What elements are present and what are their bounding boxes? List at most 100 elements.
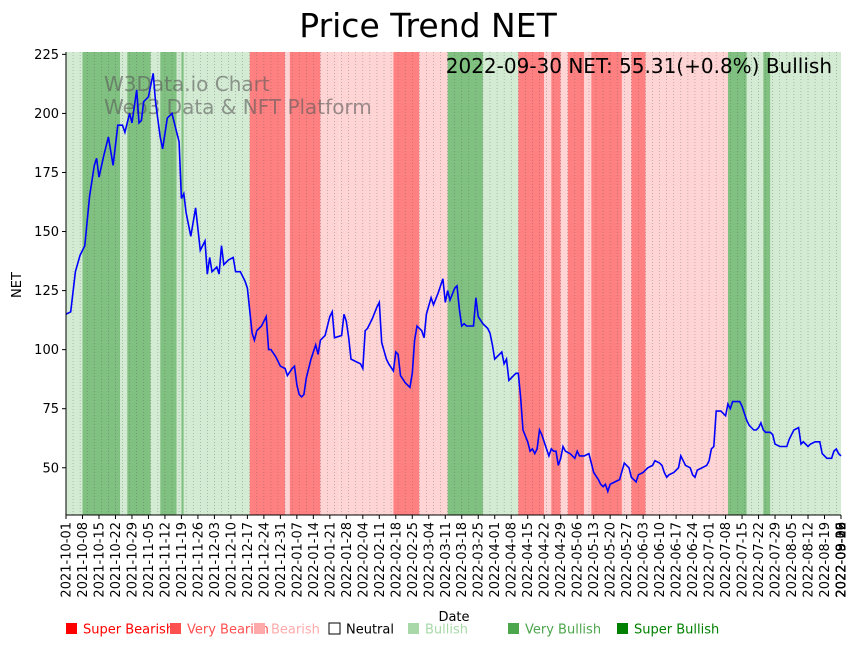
band-bearish bbox=[584, 52, 592, 515]
x-tick-label: 2022-07-01 bbox=[703, 522, 718, 598]
x-tick-label: 2022-02-25 bbox=[406, 522, 421, 598]
watermark-line: Web3 Data & NFT Platform bbox=[104, 95, 372, 119]
x-tick-label: 2021-10-29 bbox=[125, 522, 140, 598]
legend-swatch bbox=[508, 623, 519, 634]
watermark-line: W3Data.io Chart bbox=[104, 72, 270, 96]
x-tick-label: 2022-09-30 bbox=[835, 522, 850, 598]
y-tick-label: 125 bbox=[34, 284, 59, 299]
x-tick-label: 2022-06-24 bbox=[686, 522, 701, 598]
legend-label: Very Bearish bbox=[187, 623, 269, 638]
x-tick-label: 2022-02-11 bbox=[373, 522, 388, 598]
legend-swatch bbox=[328, 622, 341, 635]
x-tick-label: 2022-01-07 bbox=[290, 522, 305, 598]
y-tick-label: 100 bbox=[34, 343, 59, 358]
legend-swatch bbox=[254, 623, 265, 634]
x-tick-label: 2022-05-20 bbox=[604, 522, 619, 598]
band-bearish bbox=[544, 52, 552, 515]
x-tick-label: 2022-01-21 bbox=[323, 522, 338, 598]
x-axis-ticks: 2021-10-01 2021-10-08 2021-10-15 2021-10-22… bbox=[60, 515, 850, 598]
band-very-bearish bbox=[289, 52, 321, 515]
axes bbox=[65, 52, 841, 516]
y-tick-label: 75 bbox=[42, 402, 59, 417]
x-tick-label: 2022-08-12 bbox=[802, 522, 817, 598]
band-bullish bbox=[770, 52, 841, 515]
x-tick-label: 2022-09-09 bbox=[835, 522, 850, 598]
chart-title: Price Trend NET bbox=[299, 6, 557, 45]
band-bearish bbox=[621, 52, 632, 515]
x-tick-label: 2022-06-17 bbox=[670, 522, 685, 598]
x-tick-label: 2022-07-29 bbox=[769, 522, 784, 598]
x-tick-label: 2022-04-15 bbox=[521, 522, 536, 598]
band-very-bearish bbox=[567, 52, 585, 515]
x-tick-label: 2021-10-08 bbox=[76, 522, 91, 598]
legend-swatch bbox=[617, 623, 628, 634]
band-very-bearish bbox=[518, 52, 545, 515]
x-tick-label: 2022-03-04 bbox=[422, 522, 437, 598]
y-tick-label: 225 bbox=[34, 48, 59, 63]
band-very-bullish bbox=[127, 52, 151, 515]
band-very-bullish bbox=[447, 52, 483, 515]
x-tick-label: 2022-04-29 bbox=[554, 522, 569, 598]
legend-label: Very Bullish bbox=[525, 623, 601, 638]
band-bearish bbox=[320, 52, 340, 515]
x-tick-label: 2022-04-08 bbox=[505, 522, 520, 598]
x-tick-label: 2021-10-01 bbox=[60, 522, 75, 598]
legend-label: Bearish bbox=[271, 623, 320, 638]
y-axis-label: NET bbox=[10, 272, 25, 298]
x-tick-label: 2022-05-13 bbox=[587, 522, 602, 598]
band-very-bullish bbox=[181, 52, 184, 515]
y-axis-ticks: 50 75 100 125 150 175 200 225 bbox=[34, 48, 66, 476]
x-tick-label: 2022-02-04 bbox=[356, 522, 371, 598]
x-tick-label: 2021-12-24 bbox=[257, 522, 272, 598]
x-tick-label: 2022-06-03 bbox=[637, 522, 652, 598]
x-tick-label: 2022-09-16 bbox=[835, 522, 850, 598]
x-tick-label: 2022-09-23 bbox=[835, 522, 850, 598]
legend-label: Bullish bbox=[425, 623, 468, 638]
x-tick-label: 2022-04-22 bbox=[538, 522, 553, 598]
band-bullish bbox=[183, 52, 250, 515]
x-tick-label: 2022-01-14 bbox=[307, 522, 322, 598]
x-tick-label: 2021-12-03 bbox=[208, 522, 223, 598]
chart-annotation: 2022-09-30 NET: 55.31(+0.8%) Bullish bbox=[446, 54, 832, 78]
band-bullish bbox=[150, 52, 161, 515]
legend-swatch bbox=[170, 623, 181, 634]
x-tick-label: 2022-05-27 bbox=[620, 522, 635, 598]
band-bearish bbox=[560, 52, 568, 515]
band-bullish bbox=[482, 52, 519, 515]
x-tick-label: 2022-05-06 bbox=[571, 522, 586, 598]
x-tick-label: 2022-08-26 bbox=[835, 522, 850, 598]
regime-bands bbox=[66, 52, 841, 515]
band-bearish bbox=[285, 52, 290, 515]
x-tick-label: 2021-10-15 bbox=[92, 522, 107, 598]
y-tick-label: 150 bbox=[34, 225, 59, 240]
band-bearish bbox=[339, 52, 394, 515]
x-tick-label: 2022-09-02 bbox=[835, 522, 850, 598]
legend-label: Super Bearish bbox=[83, 623, 174, 638]
x-tick-label: 2021-12-10 bbox=[224, 522, 239, 598]
x-tick-label: 2022-08-19 bbox=[818, 522, 833, 598]
band-very-bearish bbox=[249, 52, 286, 515]
price-line bbox=[65, 73, 842, 494]
x-tick-label: 2021-12-17 bbox=[241, 522, 256, 598]
x-tick-label: 2022-02-18 bbox=[389, 522, 404, 598]
band-very-bearish bbox=[551, 52, 561, 515]
x-tick-label: 2022-06-10 bbox=[653, 522, 668, 598]
legend-label: Super Bullish bbox=[634, 623, 719, 638]
y-tick-label: 200 bbox=[34, 107, 59, 122]
legend-swatch bbox=[66, 623, 77, 634]
y-tick-label: 50 bbox=[42, 461, 59, 476]
band-bullish bbox=[746, 52, 764, 515]
x-axis-label: Date bbox=[438, 610, 469, 625]
x-tick-label: 2022-04-01 bbox=[488, 522, 503, 598]
x-tick-label: 2022-03-11 bbox=[439, 522, 454, 598]
y-tick-label: 175 bbox=[34, 166, 59, 181]
legend: Super Bearish Very Bearish Bearish Neutral B… bbox=[66, 622, 719, 638]
band-very-bearish bbox=[393, 52, 420, 515]
x-tick-label: 2021-12-31 bbox=[274, 522, 289, 598]
x-tick-label: 2021-11-26 bbox=[191, 522, 206, 598]
x-tick-label: 2022-03-18 bbox=[455, 522, 470, 598]
band-bullish bbox=[120, 52, 128, 515]
x-tick-label: 2021-11-05 bbox=[142, 522, 157, 598]
x-tick-label: 2021-10-22 bbox=[109, 522, 124, 598]
